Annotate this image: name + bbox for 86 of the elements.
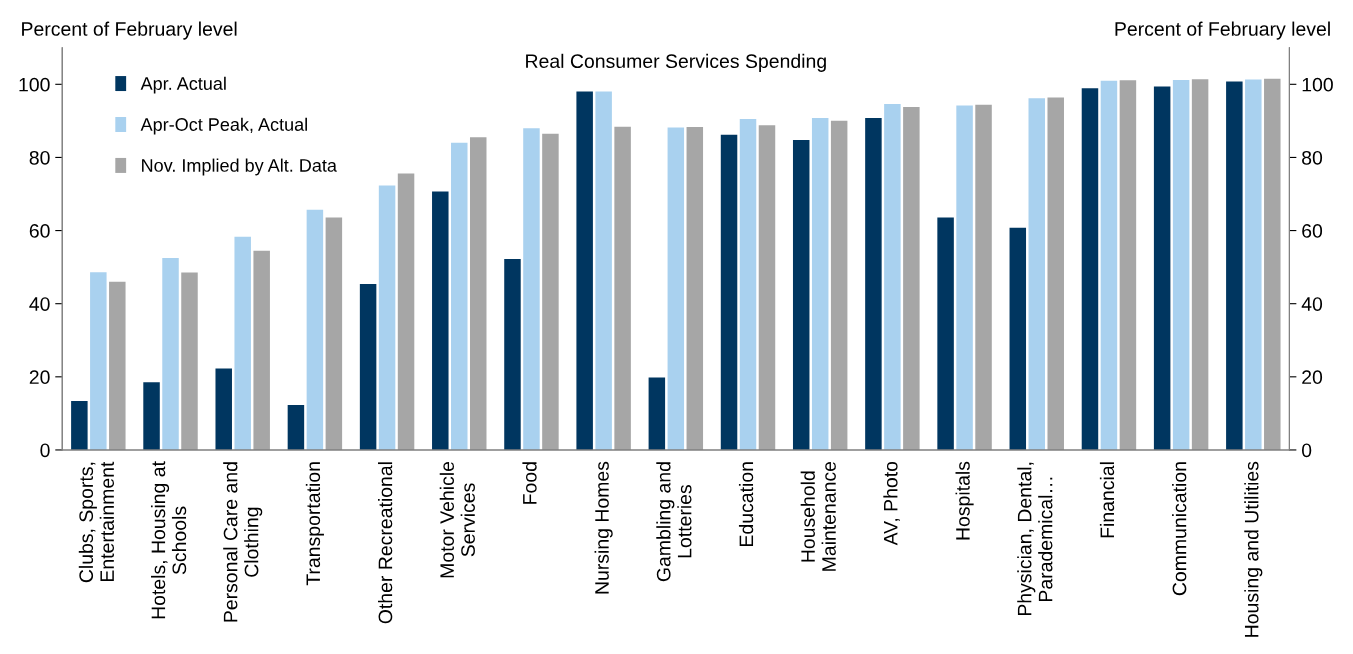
x-tick-label: Physician, Dental, Parademical… [1017, 462, 1053, 616]
x-tick-label: Transportation [305, 462, 324, 586]
bar [830, 120, 848, 450]
x-tick-label: Other Recreational [378, 462, 393, 624]
bar [792, 139, 810, 450]
bar [542, 133, 559, 450]
y-tick-label: 0 [40, 443, 50, 458]
y2-tick-label: 60 [1302, 224, 1323, 238]
bar [504, 259, 521, 450]
bar [1119, 80, 1137, 450]
y-tick-label: 40 [29, 297, 50, 311]
x-tick-label: Food [522, 462, 537, 504]
legend-label: Nov. Implied by Alt. Data [142, 158, 337, 176]
x-tick-label: Nursing Homes [594, 461, 613, 594]
bar [181, 272, 198, 450]
bar [576, 91, 593, 450]
x-tick-label: Hospitals [955, 461, 974, 540]
y2-tick-label: 80 [1302, 150, 1323, 165]
bar [306, 209, 324, 450]
bar [523, 128, 540, 450]
x-tick-label: Financial [1099, 462, 1115, 538]
bar [1028, 98, 1046, 450]
bar [614, 126, 631, 450]
bar [359, 283, 377, 450]
y2-tick-label: 0 [1301, 443, 1312, 458]
bar [956, 105, 973, 450]
bar [811, 117, 829, 450]
y-tick-label: 60 [29, 224, 50, 238]
bar [1226, 81, 1243, 450]
x-tick-label: Household Maintenance [800, 461, 836, 571]
bar [143, 382, 160, 450]
bar [215, 368, 232, 450]
bar [1172, 79, 1190, 450]
bar [397, 173, 415, 450]
bar [1009, 227, 1027, 450]
legend-label: Apr. Actual [140, 76, 226, 94]
bar [1245, 79, 1262, 450]
y-tick-label: 20 [29, 370, 50, 385]
bar [903, 106, 920, 450]
bar [162, 257, 179, 450]
x-tick-label: Education [738, 462, 754, 546]
y2-tick-label: 20 [1302, 370, 1323, 385]
bar [1100, 80, 1118, 450]
bar [720, 134, 738, 450]
y-tick-label: 80 [29, 150, 50, 165]
bar [469, 137, 487, 450]
bar [90, 272, 107, 450]
bar [1191, 79, 1209, 450]
bar [1264, 78, 1281, 450]
y-axis-title: Percent of February level [22, 21, 237, 40]
bar [253, 250, 270, 450]
bar [378, 185, 396, 450]
bar [432, 191, 449, 450]
bar [287, 404, 305, 450]
legend-label: Apr-Oct Peak, Actual [140, 117, 307, 135]
bar [1153, 86, 1171, 450]
bar [937, 217, 954, 450]
y2-tick-label: 40 [1301, 297, 1323, 311]
bar [234, 236, 251, 450]
chart-title: Real Consumer Services Spending [526, 53, 826, 72]
bar [865, 117, 882, 450]
bar [451, 142, 468, 450]
x-tick-label: Personal Care and Clothing [223, 462, 263, 622]
x-tick-label: Housing and Utilities [1244, 461, 1263, 637]
y2-tick-label: 100 [1302, 77, 1333, 92]
x-tick-label: Hotels, Housing at Schools [150, 461, 187, 619]
x-tick-label: Gambling and Lotteries [656, 462, 692, 582]
bar [686, 127, 704, 450]
x-tick-label: Communication [1172, 462, 1187, 596]
bar [648, 377, 666, 450]
y2-axis-title: Percent of February level [1115, 21, 1330, 40]
bar [667, 127, 685, 450]
bar [325, 217, 343, 450]
bar [1081, 88, 1099, 450]
bar [71, 400, 88, 450]
x-tick-label: AV, Photo [883, 461, 900, 546]
y-tick-label: 100 [19, 77, 50, 92]
bar [595, 91, 612, 450]
bar [739, 119, 757, 450]
bar [109, 281, 126, 450]
bar [884, 104, 901, 450]
bar [975, 104, 992, 450]
bar [758, 125, 776, 450]
bar [1047, 97, 1064, 450]
x-tick-label: Clubs, Sports, Entertainment [78, 461, 115, 583]
x-tick-label: Motor Vehicle Services [439, 461, 475, 578]
